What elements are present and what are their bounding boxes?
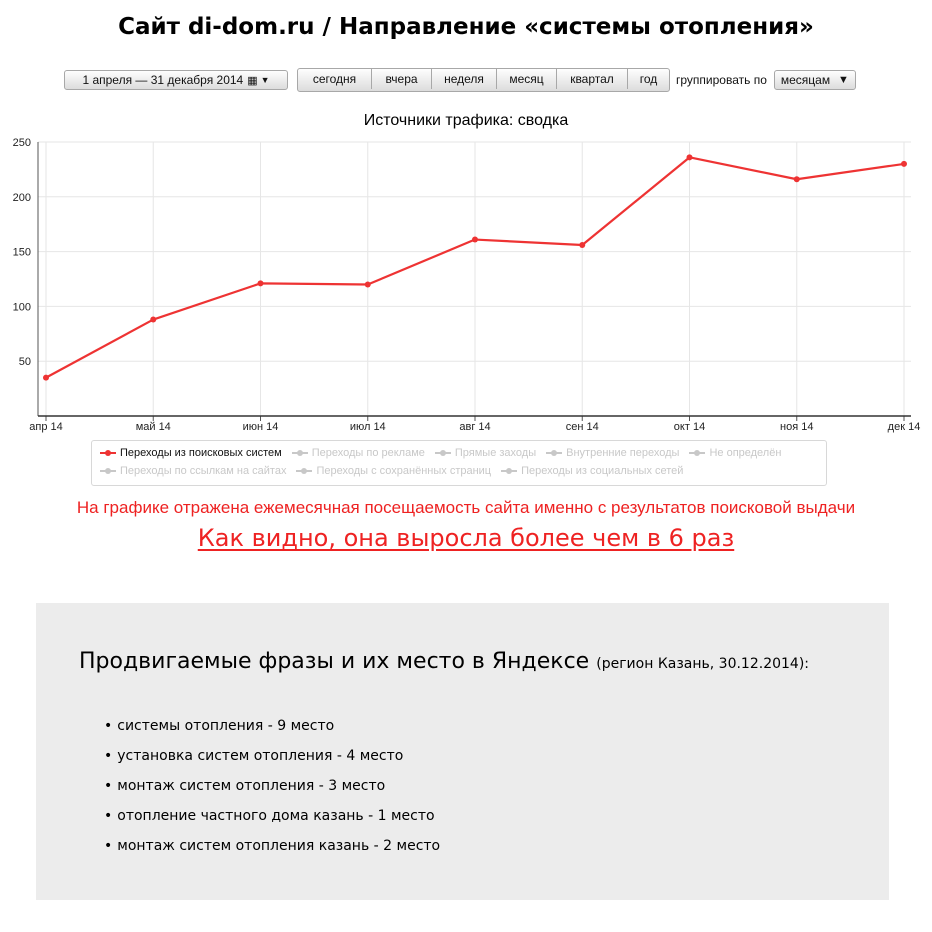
growth-headline: Как видно, она выросла более чем в 6 раз (0, 524, 932, 552)
legend-item-social[interactable]: Переходы из социальных сетей (501, 465, 683, 477)
y-tick-label: 200 (13, 192, 31, 204)
legend-swatch (100, 467, 116, 475)
data-point (472, 236, 478, 243)
legend-item-undefined[interactable]: Не определён (689, 447, 781, 459)
period-year-button[interactable]: год (639, 72, 658, 86)
list-item: системы отопления - 9 место (104, 711, 440, 741)
chevron-down-icon: ▼ (260, 75, 270, 85)
legend-swatch (100, 449, 116, 457)
page-title: Сайт di-dom.ru / Направление «системы от… (118, 14, 814, 40)
legend-label: Переходы с сохранённых страниц (316, 465, 492, 477)
period-today-button[interactable]: сегодня (298, 69, 372, 89)
data-point (364, 281, 371, 288)
x-tick-label: ноя 14 (780, 421, 813, 433)
x-tick-label: май 14 (136, 421, 171, 433)
legend-item-links[interactable]: Переходы по ссылкам на сайтах (100, 465, 286, 477)
legend-row: Переходы из поисковых систем Переходы по… (100, 447, 791, 459)
date-range-label: 1 апреля — 31 декабря 2014 (82, 73, 244, 87)
period-month-button[interactable]: месяц (497, 69, 557, 89)
legend-label: Не определён (709, 447, 782, 459)
y-tick-label: 100 (13, 301, 31, 313)
legend-swatch (689, 449, 706, 457)
legend-label: Переходы из поисковых систем (120, 447, 282, 459)
legend-swatch (291, 449, 308, 457)
data-point (901, 160, 907, 167)
calendar-icon: ▦ (247, 74, 258, 87)
data-point (579, 242, 586, 249)
period-week-button[interactable]: неделя (432, 69, 497, 89)
period-buttons: сегодня вчера неделя месяц квартал год (297, 68, 670, 92)
x-tick-label: июн 14 (243, 421, 279, 433)
group-by-label: группировать по (676, 73, 767, 87)
phrases-title-text: Продвигаемые фразы и их место в Яндексе (79, 649, 590, 674)
list-item: монтаж систем отопления казань - 2 место (104, 831, 440, 861)
chart-note: На графике отражена ежемесячная посещаем… (76, 498, 856, 517)
legend-swatch (296, 467, 313, 475)
y-tick-label: 250 (13, 137, 31, 149)
list-item: отопление частного дома казань - 1 место (104, 801, 440, 831)
legend-label: Переходы по ссылкам на сайтах (120, 465, 287, 477)
phrases-title: Продвигаемые фразы и их место в Яндексе … (79, 649, 809, 674)
legend-label: Переходы по рекламе (311, 447, 425, 459)
data-point (793, 176, 800, 183)
phrases-list: системы отопления - 9 место установка си… (104, 711, 440, 861)
x-tick-label: дек 14 (888, 421, 921, 433)
period-yesterday-button[interactable]: вчера (372, 69, 432, 89)
toolbar: 1 апреля — 31 декабря 2014 ▦ ▼ сегодня в… (64, 68, 856, 92)
data-point (257, 280, 264, 287)
legend-swatch (501, 467, 518, 475)
list-item: монтаж систем отопления - 3 место (104, 771, 440, 801)
growth-headline-text: Как видно, она выросла более чем в 6 раз (197, 524, 735, 552)
legend-item-direct[interactable]: Прямые заходы (434, 447, 537, 459)
legend-label: Внутренние переходы (566, 447, 680, 459)
legend-swatch (434, 449, 451, 457)
legend-label: Переходы из социальных сетей (521, 465, 684, 477)
data-point (43, 374, 49, 381)
phrases-panel: Продвигаемые фразы и их место в Яндексе … (36, 603, 889, 900)
legend-label: Прямые заходы (454, 447, 537, 459)
x-tick-label: авг 14 (459, 421, 490, 433)
group-by-value: месяцам (780, 73, 831, 87)
chart-legend: Переходы из поисковых систем Переходы по… (91, 440, 827, 486)
x-tick-label: июл 14 (350, 421, 386, 433)
chevron-down-icon: ▼ (837, 74, 849, 86)
legend-item-ads[interactable]: Переходы по рекламе (291, 447, 425, 459)
date-range-picker[interactable]: 1 апреля — 31 декабря 2014 ▦ ▼ (64, 70, 288, 90)
x-tick-label: сен 14 (566, 421, 599, 433)
phrases-subtitle: (регион Казань, 30.12.2014): (596, 656, 810, 672)
traffic-line-chart: 50 100 150 200 250 апр 14 май 14 июн 14 июл 14 ав… (13, 137, 921, 433)
legend-row: Переходы по ссылкам на сайтах Переходы с… (100, 465, 693, 477)
data-point (686, 154, 693, 161)
x-tick-label: апр 14 (29, 421, 62, 433)
data-point (150, 316, 157, 323)
chart-title: Источники трафика: сводка (363, 112, 569, 129)
group-by-select[interactable]: месяцам ▼ (773, 70, 856, 90)
y-tick-label: 150 (13, 247, 31, 259)
legend-item-saved-pages[interactable]: Переходы с сохранённых страниц (296, 465, 491, 477)
x-tick-label: окт 14 (674, 421, 705, 433)
legend-item-internal[interactable]: Внутренние переходы (546, 447, 679, 459)
y-tick-label: 50 (19, 356, 31, 368)
legend-swatch (546, 449, 563, 457)
period-quarter-button[interactable]: квартал (557, 69, 628, 89)
legend-item-search[interactable]: Переходы из поисковых систем (100, 447, 282, 459)
list-item: установка систем отопления - 4 место (104, 741, 440, 771)
